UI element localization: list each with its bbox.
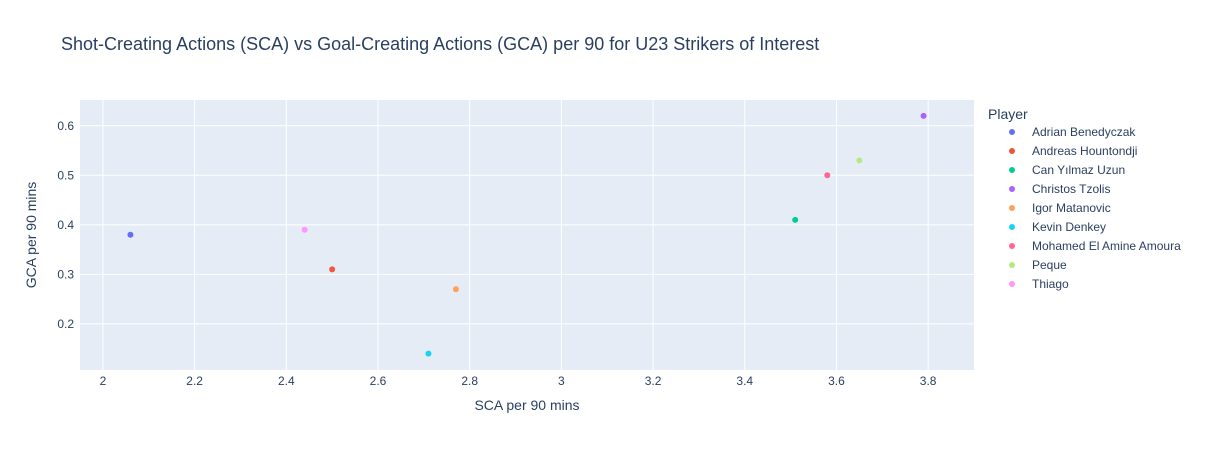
legend-item[interactable]: Thiago — [1009, 277, 1069, 291]
x-tick-label: 3.6 — [828, 374, 845, 388]
x-tick-label: 3.2 — [645, 374, 662, 388]
y-tick-label: 0.5 — [57, 168, 74, 182]
legend-marker — [1009, 262, 1015, 268]
legend-marker — [1009, 129, 1015, 135]
chart-title: Shot-Creating Actions (SCA) vs Goal-Crea… — [61, 34, 819, 54]
legend-label: Christos Tzolis — [1032, 182, 1110, 196]
data-point[interactable] — [301, 226, 308, 233]
x-tick-label: 2.8 — [461, 374, 478, 388]
x-axis-title: SCA per 90 mins — [474, 397, 579, 413]
legend-label: Igor Matanovic — [1032, 201, 1111, 215]
legend-label: Andreas Hountondji — [1032, 144, 1137, 158]
legend-marker — [1009, 167, 1015, 173]
y-tick-label: 0.3 — [57, 267, 74, 281]
x-gridlines — [102, 100, 929, 370]
legend-label: Kevin Denkey — [1032, 220, 1106, 234]
plot-area[interactable] — [80, 100, 974, 370]
legend-item[interactable]: Kevin Denkey — [1009, 220, 1106, 234]
legend-item[interactable]: Adrian Benedyczak — [1009, 125, 1136, 139]
y-tick-labels: 0.2 0.3 0.4 0.5 0.6 — [57, 119, 74, 331]
legend-item[interactable]: Andreas Hountondji — [1009, 144, 1137, 158]
legend-label: Thiago — [1032, 277, 1069, 291]
legend-label: Mohamed El Amine Amoura — [1032, 239, 1181, 253]
data-point[interactable] — [452, 286, 459, 293]
x-tick-label: 2.6 — [370, 374, 387, 388]
y-axis-title: GCA per 90 mins — [23, 182, 39, 289]
legend-label: Can Yılmaz Uzun — [1032, 163, 1125, 177]
data-point[interactable] — [792, 216, 799, 223]
legend-title: Player — [988, 106, 1028, 122]
data-points — [127, 112, 927, 357]
data-point[interactable] — [425, 350, 432, 357]
legend-item[interactable]: Can Yılmaz Uzun — [1009, 163, 1125, 177]
data-point[interactable] — [920, 112, 927, 119]
legend-label: Adrian Benedyczak — [1032, 125, 1136, 139]
x-tick-label: 2.4 — [278, 374, 295, 388]
x-tick-label: 3.4 — [736, 374, 753, 388]
x-tick-label: 3.8 — [920, 374, 937, 388]
y-tick-label: 0.6 — [57, 119, 74, 133]
legend-item[interactable]: Igor Matanovic — [1009, 201, 1111, 215]
legend-label: Peque — [1032, 258, 1067, 272]
data-point[interactable] — [856, 157, 863, 164]
x-tick-label: 3 — [558, 374, 565, 388]
legend-item[interactable]: Christos Tzolis — [1009, 182, 1110, 196]
x-tick-labels: 2 2.2 2.4 2.6 2.8 3 3.2 3.4 3.6 3.8 — [100, 374, 937, 388]
y-tick-label: 0.4 — [57, 218, 74, 232]
legend-marker — [1009, 148, 1015, 154]
legend-marker — [1009, 205, 1015, 211]
legend-marker — [1009, 243, 1015, 249]
legend-marker — [1009, 224, 1015, 230]
legend-item[interactable]: Peque — [1009, 258, 1067, 272]
data-point[interactable] — [824, 172, 831, 179]
x-tick-label: 2 — [100, 374, 107, 388]
data-point[interactable] — [329, 266, 336, 273]
x-tick-label: 2.2 — [186, 374, 203, 388]
legend-item[interactable]: Mohamed El Amine Amoura — [1009, 239, 1181, 253]
data-point[interactable] — [127, 231, 134, 238]
y-tick-label: 0.2 — [57, 317, 74, 331]
legend-marker — [1009, 281, 1015, 287]
legend-marker — [1009, 186, 1015, 192]
legend: Adrian Benedyczak Andreas Hountondji Can Y… — [1009, 125, 1181, 291]
